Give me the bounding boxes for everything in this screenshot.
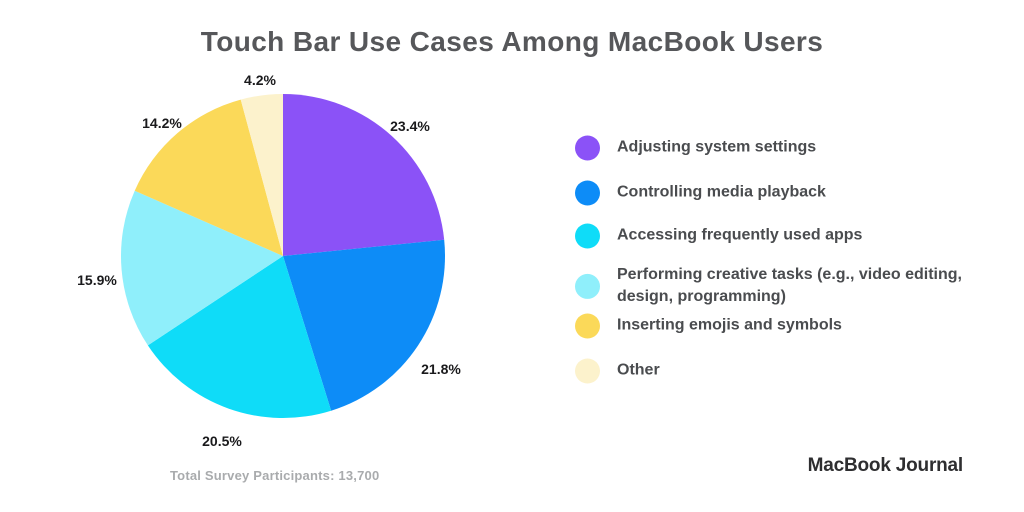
legend-color-dot [575,135,600,161]
legend-item-label: Other [617,361,660,379]
pie-value-label-3: 15.9% [77,272,117,288]
legend-color-dot [575,313,600,339]
pie-value-label-5: 4.2% [244,72,276,88]
legend-item-1: Controlling media playback [575,180,979,206]
pie-value-label-0: 23.4% [390,118,430,134]
legend-item-2: Accessing frequently used apps [575,223,979,249]
pie-slice-2 [147,256,332,419]
legend-color-dot [575,358,600,384]
legend-color-dot [575,180,600,206]
pie-slice-3 [120,190,284,346]
pie-value-label-4: 14.2% [142,115,182,131]
pie-value-label-2: 20.5% [202,433,242,449]
legend-item-label: Performing creative tasks (e.g., video e… [617,265,962,305]
legend-item-label: Inserting emojis and symbols [617,316,842,334]
pie-slice-0 [283,94,445,256]
legend-item-0: Adjusting system settings [575,135,979,161]
legend-item-label: Accessing frequently used apps [617,226,863,244]
chart-title: Touch Bar Use Cases Among MacBook Users [200,26,824,57]
pie-slice-4 [134,99,283,256]
legend-item-4: Inserting emojis and symbols [575,313,979,339]
legend-color-dot [575,273,600,299]
pie-value-label-1: 21.8% [421,361,461,377]
pie-slice-1 [283,239,445,411]
legend-item-label: Controlling media playback [617,183,826,201]
pie-chart [120,94,445,419]
legend-item-3: Performing creative tasks (e.g., video e… [575,264,979,308]
survey-participants-note: Total Survey Participants: 13,700 [170,468,380,483]
brand-logo: MacBook Journal [807,455,964,476]
legend-item-label: Adjusting system settings [617,138,817,156]
pie-slice-5 [240,94,283,256]
legend-color-dot [575,223,600,249]
legend-item-5: Other [575,358,979,384]
